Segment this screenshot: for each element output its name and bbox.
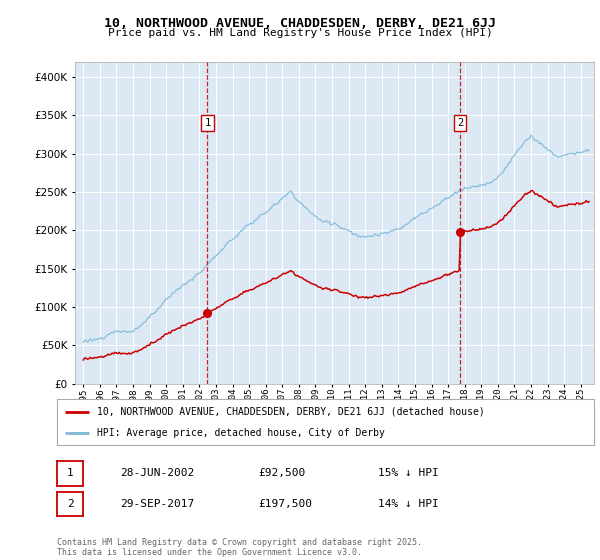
Text: 1: 1 <box>67 468 74 478</box>
Text: 10, NORTHWOOD AVENUE, CHADDESDEN, DERBY, DE21 6JJ (detached house): 10, NORTHWOOD AVENUE, CHADDESDEN, DERBY,… <box>97 407 485 417</box>
Text: 14% ↓ HPI: 14% ↓ HPI <box>378 499 439 509</box>
Text: Price paid vs. HM Land Registry's House Price Index (HPI): Price paid vs. HM Land Registry's House … <box>107 28 493 38</box>
Text: 15% ↓ HPI: 15% ↓ HPI <box>378 468 439 478</box>
Text: 10, NORTHWOOD AVENUE, CHADDESDEN, DERBY, DE21 6JJ: 10, NORTHWOOD AVENUE, CHADDESDEN, DERBY,… <box>104 17 496 30</box>
Text: 2: 2 <box>67 499 74 509</box>
Text: Contains HM Land Registry data © Crown copyright and database right 2025.
This d: Contains HM Land Registry data © Crown c… <box>57 538 422 557</box>
Text: 28-JUN-2002: 28-JUN-2002 <box>120 468 194 478</box>
Text: 29-SEP-2017: 29-SEP-2017 <box>120 499 194 509</box>
Text: £197,500: £197,500 <box>258 499 312 509</box>
Text: £92,500: £92,500 <box>258 468 305 478</box>
Text: HPI: Average price, detached house, City of Derby: HPI: Average price, detached house, City… <box>97 428 385 438</box>
Text: 1: 1 <box>205 118 211 128</box>
Text: 2: 2 <box>457 118 463 128</box>
